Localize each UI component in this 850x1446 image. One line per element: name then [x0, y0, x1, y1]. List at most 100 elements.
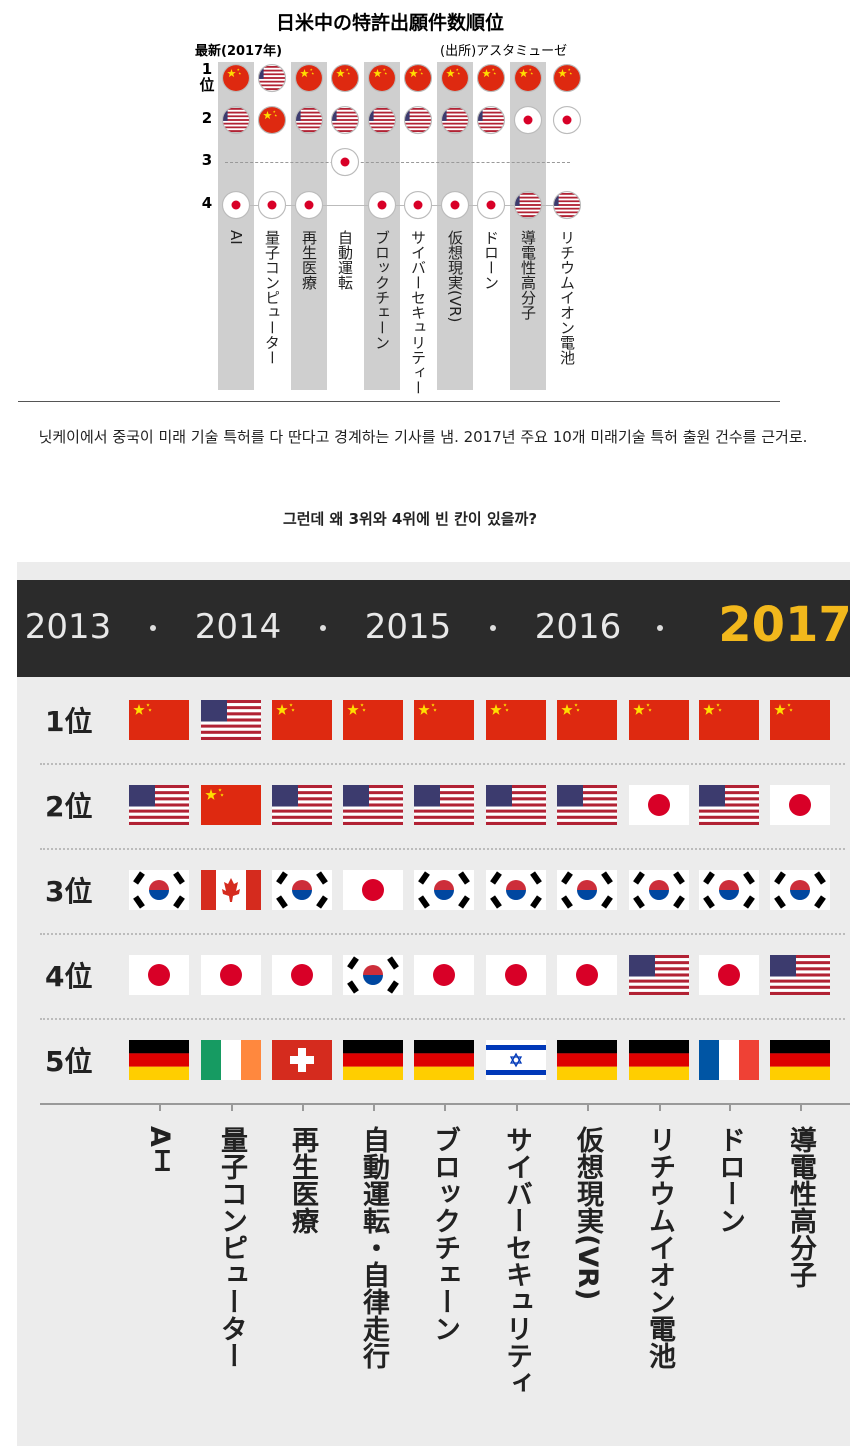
top-title: 日米中の特許出願件数順位	[275, 12, 504, 34]
flag-JP	[414, 955, 474, 995]
column-label: 再生医療	[287, 1126, 318, 1234]
row-separator	[40, 1018, 845, 1020]
column-label: リチウムイオン電池	[644, 1126, 675, 1369]
column-label: ブロックチェーン	[429, 1126, 460, 1342]
rank-label: 2位	[45, 790, 93, 823]
top-rank-label: 3	[201, 151, 213, 169]
flag-CN	[552, 63, 582, 93]
flag-JP	[440, 190, 470, 220]
top-column-label: リチウムイオン電池	[558, 230, 576, 365]
top-rank-label: 4	[201, 194, 213, 212]
axis-tick	[659, 1103, 661, 1111]
flag-US	[770, 955, 830, 995]
flag-DE	[414, 1040, 474, 1080]
flag-US	[629, 955, 689, 995]
flag-CN	[414, 700, 474, 740]
flag-CN	[201, 785, 261, 825]
column-label: サイバーセキュリティ	[501, 1126, 532, 1396]
flag-US	[201, 700, 261, 740]
flag-DE	[129, 1040, 189, 1080]
flag-JP	[201, 955, 261, 995]
flag-JP	[403, 190, 433, 220]
flag-IE	[201, 1040, 261, 1080]
rank-label: 4位	[45, 960, 93, 993]
rank-label: 1位	[45, 705, 93, 738]
column-label: 仮想現実(VR)	[572, 1126, 603, 1301]
top-rank-label: 2	[201, 109, 213, 127]
flag-CN	[513, 63, 543, 93]
flag-CN	[557, 700, 617, 740]
flag-JP	[770, 785, 830, 825]
flag-KR	[272, 870, 332, 910]
flag-CN	[699, 700, 759, 740]
row-separator	[40, 848, 845, 850]
flag-CH	[272, 1040, 332, 1080]
flag-KR	[129, 870, 189, 910]
flag-CN	[294, 63, 324, 93]
flag-US	[221, 105, 251, 135]
axis-tick	[587, 1103, 589, 1111]
year-current: 2017	[718, 597, 850, 653]
flag-DE	[557, 1040, 617, 1080]
column-label: ドローン	[714, 1126, 745, 1234]
flag-KR	[629, 870, 689, 910]
flag-US	[367, 105, 397, 135]
axis-tick	[800, 1103, 802, 1111]
flag-JP	[129, 955, 189, 995]
flag-DE	[770, 1040, 830, 1080]
flag-JP	[272, 955, 332, 995]
flag-US	[129, 785, 189, 825]
flag-JP	[552, 105, 582, 135]
year-separator	[656, 625, 663, 631]
top-column-label: 量子コンピューター	[263, 230, 281, 365]
flag-CN	[486, 700, 546, 740]
year: 2013	[24, 607, 112, 647]
flag-JP	[557, 955, 617, 995]
flag-US	[557, 785, 617, 825]
flag-IL	[486, 1040, 546, 1080]
flag-US	[552, 190, 582, 220]
axis-tick	[231, 1103, 233, 1111]
flag-CN	[440, 63, 470, 93]
flag-US	[330, 105, 360, 135]
top-column-label: ドローン	[482, 230, 500, 290]
year-separator	[320, 625, 326, 631]
flag-JP	[476, 190, 506, 220]
top-column-label: サイバーセキュリティー	[409, 230, 427, 395]
row-separator	[40, 763, 845, 765]
flag-KR	[699, 870, 759, 910]
flag-US	[699, 785, 759, 825]
flag-US	[476, 105, 506, 135]
flag-DE	[629, 1040, 689, 1080]
flag-US	[403, 105, 433, 135]
flag-CN	[343, 700, 403, 740]
rank-4-guide	[225, 205, 570, 206]
flag-JP	[257, 190, 287, 220]
flag-CN	[330, 63, 360, 93]
flag-US	[343, 785, 403, 825]
article-text: 닛케이에서 중국이 미래 기술 특허를 다 딴다고 경계하는 기사를 냄. 20…	[38, 428, 808, 446]
flag-JP	[367, 190, 397, 220]
flag-CN	[257, 105, 287, 135]
flag-CN	[403, 63, 433, 93]
flag-CN	[476, 63, 506, 93]
rank-label: 3位	[45, 875, 93, 908]
flag-JP	[330, 147, 360, 177]
flag-CN	[221, 63, 251, 93]
flag-CA	[201, 870, 261, 910]
flag-JP	[629, 785, 689, 825]
flag-JP	[294, 190, 324, 220]
axis-tick	[729, 1103, 731, 1111]
flag-FR	[699, 1040, 759, 1080]
divider	[18, 401, 780, 402]
column-label: AＩ	[144, 1126, 175, 1174]
top-column-label: AI	[227, 230, 245, 245]
flag-US	[486, 785, 546, 825]
rank-3-guide	[225, 162, 570, 163]
flag-DE	[343, 1040, 403, 1080]
column-label: 導電性高分子	[785, 1126, 816, 1288]
top-column-label: ブロックチェーン	[373, 230, 391, 350]
flag-KR	[557, 870, 617, 910]
flag-US	[513, 190, 543, 220]
flag-JP	[513, 105, 543, 135]
